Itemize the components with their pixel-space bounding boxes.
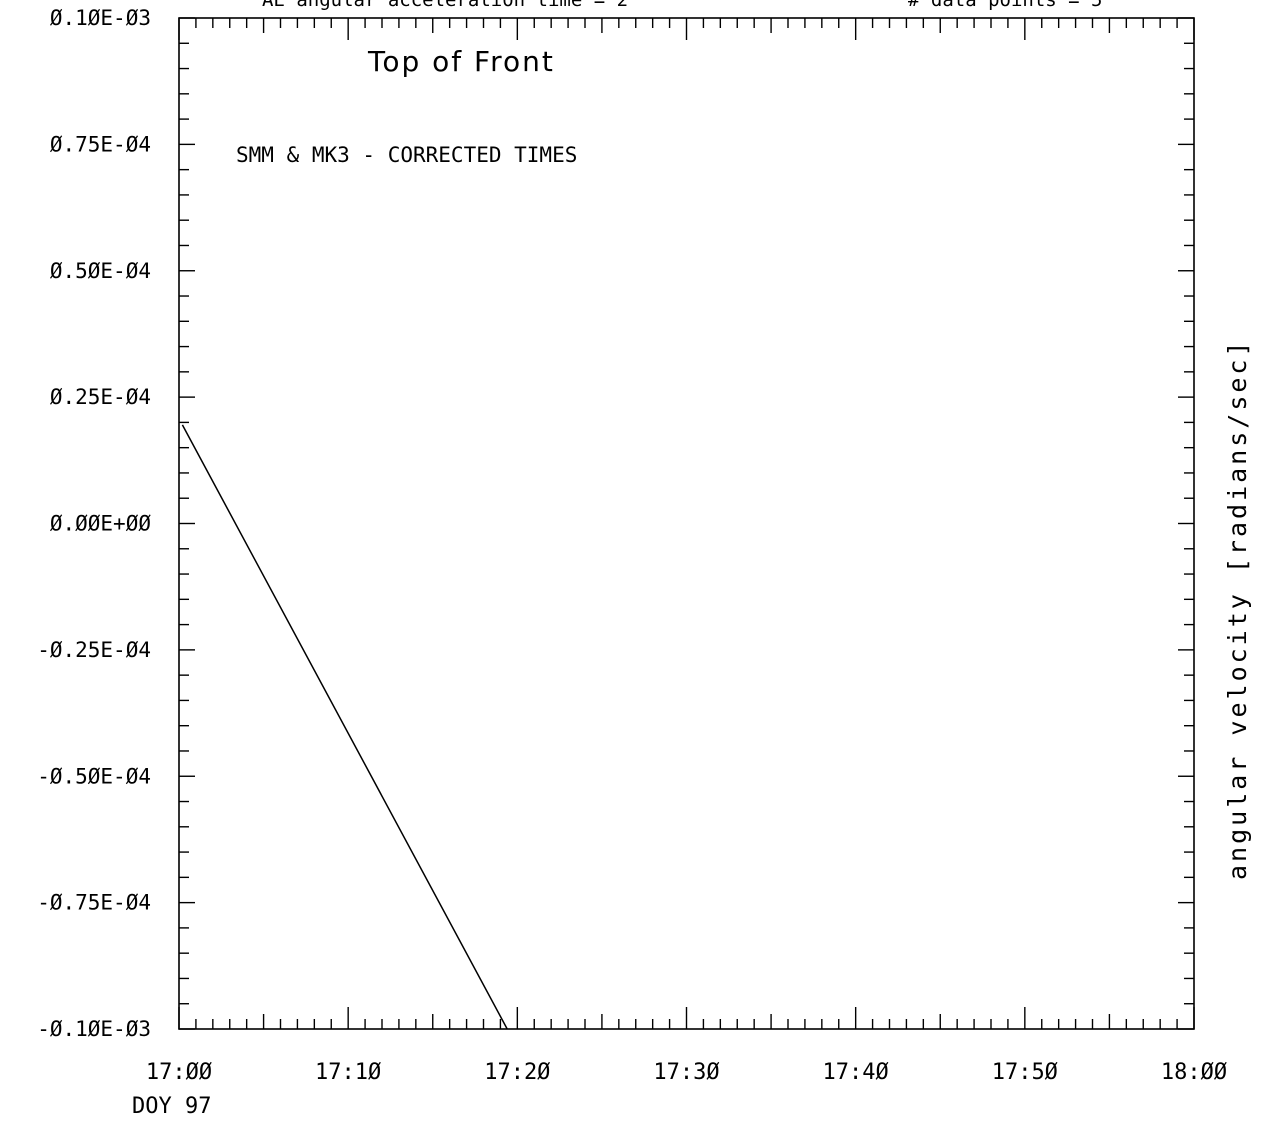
x-tick-label: 17:ØØ <box>146 1060 212 1085</box>
y-tick-label: Ø.ØØE+ØØ <box>50 512 152 536</box>
y-axis-label: angular velocity [radians/sec] <box>1223 338 1252 880</box>
y-tick-label: -Ø.5ØE-Ø4 <box>37 764 151 788</box>
y-tick-label: Ø.25E-Ø4 <box>50 385 151 409</box>
y-tick-label: Ø.75E-Ø4 <box>50 132 151 156</box>
x-tick-label: 17:5Ø <box>992 1060 1058 1085</box>
header-right-text: # data points = 5 <box>908 0 1102 11</box>
x-sub-label: DOY 97 <box>132 1094 211 1119</box>
y-tick-label: -Ø.75E-Ø4 <box>37 891 151 915</box>
y-tick-labels: Ø.1ØE-Ø3 Ø.75E-Ø4 Ø.5ØE-Ø4 Ø.25E-Ø4 Ø.ØØE+ØØ… <box>37 6 151 1041</box>
series-line <box>181 424 508 1030</box>
x-tick-label: 18:ØØ <box>1161 1060 1227 1085</box>
x-tick-label: 17:1Ø <box>315 1060 381 1085</box>
tick-marks <box>178 17 1195 1030</box>
series-group <box>181 424 508 1030</box>
y-tick-label: -Ø.1ØE-Ø3 <box>37 1017 151 1041</box>
x-tick-label: 17:2Ø <box>484 1060 550 1085</box>
x-tick-label: 17:4Ø <box>823 1060 889 1085</box>
y-tick-label: Ø.5ØE-Ø4 <box>50 259 151 283</box>
y-tick-label: Ø.1ØE-Ø3 <box>50 6 151 30</box>
x-tick-label: 17:3Ø <box>653 1060 719 1085</box>
x-tick-labels: 17:ØØ 17:1Ø 17:2Ø 17:3Ø 17:4Ø 17:5Ø 18:ØØ <box>146 1060 1227 1085</box>
annotation-sub: SMM & MK3 - CORRECTED TIMES <box>236 143 577 167</box>
y-tick-label: -Ø.25E-Ø4 <box>37 638 151 662</box>
header-left-text: AE angular acceleration time = 2 <box>262 0 628 11</box>
annotation-main: Top of Front <box>367 45 555 78</box>
